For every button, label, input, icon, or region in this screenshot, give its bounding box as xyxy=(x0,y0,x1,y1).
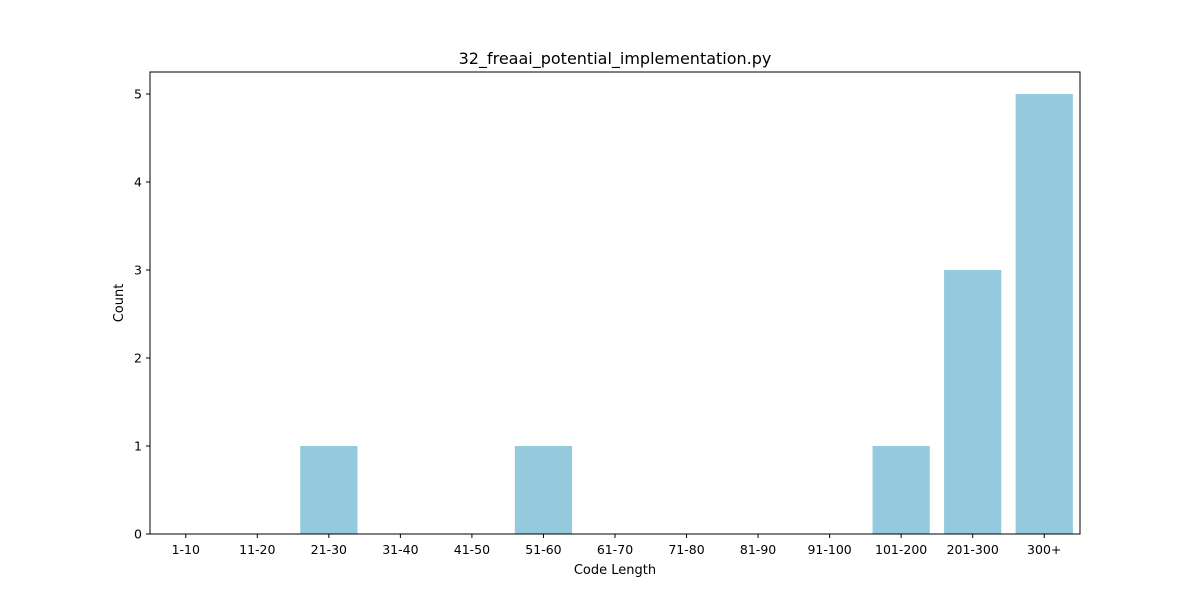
x-tick-label: 21-30 xyxy=(311,542,347,557)
chart-title: 32_freaai_potential_implementation.py xyxy=(459,49,772,69)
y-tick-label: 1 xyxy=(134,439,142,454)
x-axis-label: Code Length xyxy=(574,563,656,578)
x-tick-label: 61-70 xyxy=(597,542,633,557)
y-tick-label: 3 xyxy=(134,263,142,278)
bar-51-60 xyxy=(514,446,573,534)
y-axis-label: Count xyxy=(112,284,127,323)
x-tick-label: 1-10 xyxy=(172,542,200,557)
plot-frame xyxy=(149,71,1081,535)
x-tick-label: 101-200 xyxy=(875,542,927,557)
y-tick-label: 0 xyxy=(134,527,142,542)
y-tick-label: 4 xyxy=(134,175,142,190)
ticks-layer: 1-10 11-20 21-30 31-40 41-50 51-60 61-70 71-80 8… xyxy=(134,87,1061,558)
x-tick-label: 81-90 xyxy=(740,542,776,557)
bar-101-200 xyxy=(872,446,930,534)
bars-layer xyxy=(300,94,1073,534)
y-tick-label: 5 xyxy=(134,87,142,102)
bar-300+ xyxy=(1015,94,1073,534)
bar-201-300 xyxy=(944,270,1002,534)
x-tick-label: 71-80 xyxy=(668,542,704,557)
x-tick-label: 31-40 xyxy=(382,542,418,557)
x-tick-label: 41-50 xyxy=(454,542,490,557)
bar-21-30 xyxy=(300,446,358,534)
x-tick-label: 300+ xyxy=(1027,542,1061,557)
x-tick-label: 11-20 xyxy=(239,542,275,557)
y-tick-label: 2 xyxy=(134,351,142,366)
x-tick-label: 91-100 xyxy=(807,542,851,557)
x-tick-label: 51-60 xyxy=(525,542,561,557)
x-tick-label: 201-300 xyxy=(947,542,999,557)
